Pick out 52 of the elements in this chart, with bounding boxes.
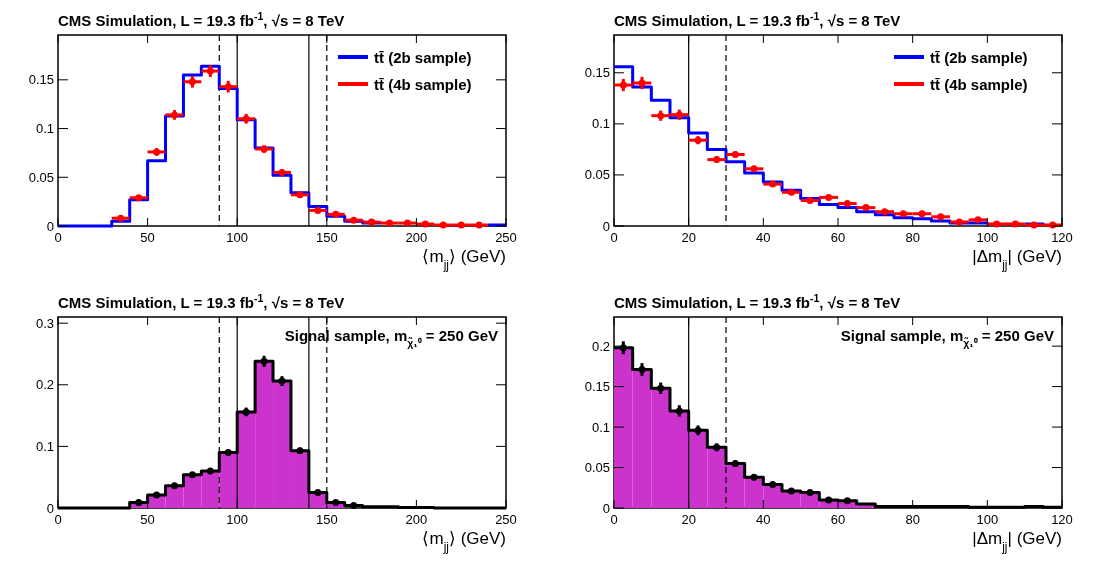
y-tick-label: 0.1 (591, 419, 610, 435)
x-tick-label: 150 (315, 512, 338, 527)
x-tick-label: 80 (905, 512, 920, 527)
y-tick-label: 0.2 (35, 377, 54, 393)
y-tick-label: 0.05 (584, 460, 610, 476)
x-tick-label: 20 (681, 512, 696, 527)
x-tick-label: 50 (140, 230, 155, 245)
x-tick-label: 100 (976, 512, 999, 527)
legend-label: tt̄ (2b sample) (930, 49, 1028, 66)
legend-label: tt̄ (2b sample) (374, 49, 472, 66)
x-tick-label: 20 (681, 230, 696, 245)
x-tick-label: 50 (140, 512, 155, 527)
y-tick-label: 0 (46, 500, 54, 516)
x-tick-label: 120 (1051, 230, 1073, 245)
x-tick-label: 250 (495, 230, 517, 245)
y-tick-label: 0.3 (35, 315, 54, 331)
y-tick-label: 0.05 (584, 167, 610, 183)
y-tick-label: 0.15 (28, 72, 54, 88)
chart-title: CMS Simulation, L = 19.3 fb$^{-1}$, √s = 8 TeV (614, 292, 901, 311)
x-tick-label: 40 (756, 230, 771, 245)
x-tick-label: 150 (315, 230, 338, 245)
x-tick-label: 120 (1051, 512, 1073, 527)
legend-label: tt̄ (4b sample) (374, 76, 472, 93)
x-axis-title: |Δm$_{jj}$| (GeV) (972, 247, 1062, 272)
y-tick-label: 0.15 (584, 379, 610, 395)
x-tick-label: 200 (405, 230, 428, 245)
x-tick-label: 100 (976, 230, 999, 245)
x-tick-label: 100 (226, 230, 249, 245)
y-tick-label: 0 (46, 218, 54, 234)
y-tick-label: 0.15 (584, 65, 610, 81)
x-axis-title: ⟨m$_{jj}$⟩ (GeV) (422, 247, 506, 272)
x-tick-label: 250 (495, 512, 517, 527)
x-tick-label: 80 (905, 230, 920, 245)
x-axis-title: |Δm$_{jj}$| (GeV) (972, 529, 1062, 554)
x-tick-label: 60 (830, 512, 846, 527)
y-tick-label: 0 (602, 500, 610, 516)
x-tick-label: 60 (830, 230, 846, 245)
chart-title: CMS Simulation, L = 19.3 fb$^{-1}$, √s = 8 TeV (614, 10, 901, 29)
y-tick-label: 0.1 (35, 438, 54, 454)
y-tick-label: 0.05 (28, 169, 54, 185)
x-tick-label: 100 (226, 512, 249, 527)
y-tick-label: 0.1 (591, 116, 610, 132)
y-tick-label: 0.1 (35, 121, 54, 137)
chart-title: CMS Simulation, L = 19.3 fb$^{-1}$, √s = 8 TeV (58, 10, 345, 29)
legend-label: tt̄ (4b sample) (930, 76, 1028, 93)
y-tick-label: 0 (602, 218, 610, 234)
y-tick-label: 0.2 (591, 338, 610, 354)
x-tick-label: 40 (756, 512, 771, 527)
x-tick-label: 200 (405, 512, 428, 527)
chart-title: CMS Simulation, L = 19.3 fb$^{-1}$, √s = 8 TeV (58, 292, 345, 311)
annotation: Signal sample, m$_{χ̃₁⁰}$ = 250 GeV (840, 327, 1054, 349)
x-axis-title: ⟨m$_{jj}$⟩ (GeV) (422, 529, 506, 554)
